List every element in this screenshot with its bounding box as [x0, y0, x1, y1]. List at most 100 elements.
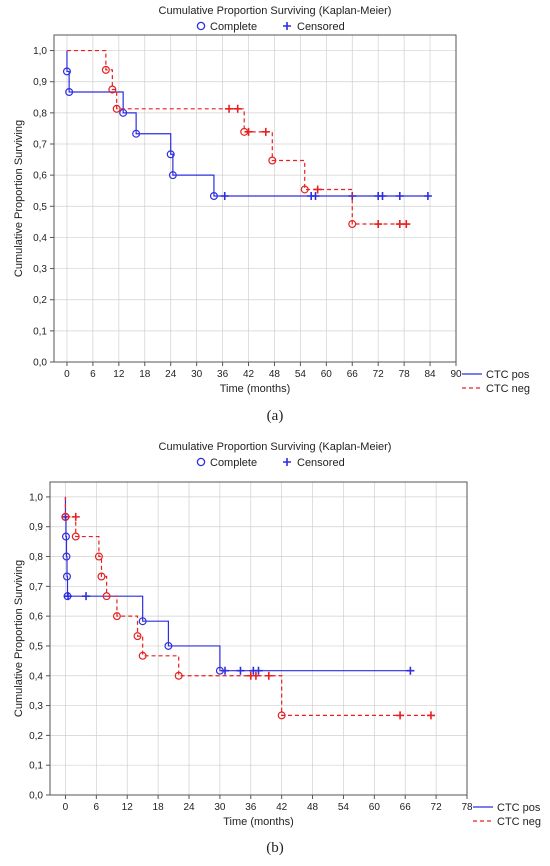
chart-b-series-neg-censored-point — [264, 671, 273, 680]
chart-a-x-tick-label: 42 — [243, 369, 255, 380]
chart-a-series-neg-event-point — [108, 85, 117, 94]
chart-b-x-tick-label: 36 — [245, 802, 257, 813]
chart-a-x-tick-label: 60 — [321, 369, 333, 380]
chart-b-y-tick-label: 0,1 — [29, 761, 43, 772]
chart-a-x-tick-label: 72 — [373, 369, 385, 380]
chart-b-legend-complete-marker — [196, 457, 206, 467]
chart-a-legend-complete-marker — [196, 21, 206, 31]
chart-a-y-axis-label: Cumulative Proportion Surviving — [13, 120, 25, 277]
chart-a-series-pos-event-point — [168, 171, 177, 180]
chart-b-y-axis-label: Cumulative Proportion Surviving — [13, 560, 25, 717]
chart-a-series-neg-censored-point — [402, 220, 411, 229]
chart-a-y-tick-label: 0,6 — [33, 171, 47, 182]
chart-b-legend-censored-marker — [283, 458, 291, 466]
chart-a-series-neg-event-point — [112, 104, 121, 113]
chart-a-legend-neg-label: CTC neg — [486, 383, 530, 395]
chart-b-x-tick-label: 78 — [461, 802, 473, 813]
chart-b-series-pos-event-point — [61, 532, 70, 541]
chart-b-series-neg-event-point — [102, 592, 111, 601]
chart-b-series-neg-event-point — [61, 512, 70, 521]
chart-a-series-pos-line — [66, 50, 431, 197]
chart-b-y-tick-label: 0,8 — [29, 552, 43, 563]
chart-a-series-pos-event-point — [132, 129, 141, 138]
chart-a-series-neg-line — [66, 49, 407, 225]
chart-b-series-pos-event-point — [62, 572, 71, 581]
chart-a-x-tick-label: 90 — [450, 369, 462, 380]
chart-b-series-pos-censored-point — [236, 666, 245, 675]
chart-a-x-tick-label: 48 — [269, 369, 281, 380]
chart-b-series-neg-event-point — [277, 711, 286, 720]
chart-b-plot-area — [49, 481, 468, 796]
chart-b-x-tick-label: 6 — [94, 802, 100, 813]
chart-b-series-neg-event-point — [138, 651, 147, 660]
chart-a-series-neg-event-point — [101, 65, 110, 74]
chart-a-x-tick-label: 0 — [64, 369, 70, 380]
chart-b-series-neg-event-point — [71, 532, 80, 541]
chart-b-series-pos-event-point — [138, 617, 147, 626]
chart-a-legend-complete-label: Complete — [210, 21, 257, 33]
chart-b-y-tick-label: 0,7 — [29, 582, 43, 593]
caption-a: (a) — [266, 408, 284, 424]
chart-b-series-pos-censored-point — [64, 592, 73, 601]
chart-b-x-tick-label: 42 — [276, 802, 288, 813]
chart-b-y-tick-label: 0,4 — [29, 671, 43, 682]
chart-a-y-tick-label: 0,1 — [33, 326, 47, 337]
chart-b-series-pos-event-point — [164, 641, 173, 650]
chart-b-x-tick-label: 48 — [307, 802, 319, 813]
chart-b-title: Cumulative Proportion Surviving (Kaplan-… — [159, 441, 392, 453]
chart-a-series-pos-event-point — [62, 67, 71, 76]
chart-b-series-pos-censored-point — [221, 666, 230, 675]
chart-a-y-tick-label: 0,0 — [33, 358, 47, 369]
chart-b-x-tick-label: 12 — [122, 802, 134, 813]
chart-a-series-neg-event-point — [268, 156, 277, 165]
chart-b-series-neg-line — [64, 496, 431, 717]
chart-b-x-tick-label: 0 — [63, 802, 69, 813]
chart-a-x-tick-label: 12 — [113, 369, 125, 380]
chart-b-series-neg-event-point — [112, 612, 121, 621]
chart-a-series-pos-censored-point — [423, 192, 432, 201]
chart-a-series-pos-event-point — [119, 108, 128, 117]
chart-b-y-tick-label: 0,2 — [29, 731, 43, 742]
chart-b-x-tick-label: 18 — [153, 802, 165, 813]
chart-b-x-tick-label: 60 — [369, 802, 381, 813]
chart-b-x-tick-label: 66 — [400, 802, 412, 813]
kaplan-meier-panel-b: Cumulative Proportion Surviving (Kaplan-… — [0, 436, 550, 866]
chart-b-legend-censored-label: Censored — [297, 457, 345, 469]
chart-a-series-neg-censored-point — [233, 104, 242, 113]
chart-a-x-tick-label: 36 — [217, 369, 229, 380]
chart-a-series-neg-censored-point — [261, 127, 270, 136]
chart-a-x-tick-label: 66 — [347, 369, 359, 380]
chart-a-y-tick-label: 0,7 — [33, 140, 47, 151]
chart-a-legend-censored-marker — [283, 22, 291, 30]
chart-a-x-tick-label: 78 — [399, 369, 411, 380]
chart-b-legend-complete-label: Complete — [210, 457, 257, 469]
chart-a-x-tick-label: 18 — [139, 369, 151, 380]
chart-b-y-tick-label: 0,9 — [29, 522, 43, 533]
chart-a-series-neg-event-point — [300, 185, 309, 194]
chart-b-x-tick-label: 24 — [183, 802, 195, 813]
chart-a-x-tick-label: 24 — [165, 369, 177, 380]
chart-b-series-neg-censored-point — [71, 512, 80, 521]
chart-b-series-pos-censored-point — [406, 666, 415, 675]
chart-a-series-pos-censored-point — [220, 192, 229, 201]
chart-a-y-tick-label: 0,9 — [33, 77, 47, 88]
chart-a-x-axis-label: Time (months) — [220, 383, 291, 395]
chart-b-x-tick-label: 72 — [431, 802, 443, 813]
chart-b-series-neg-event-point — [94, 552, 103, 561]
chart-a-y-tick-label: 0,2 — [33, 295, 47, 306]
chart-b-legend-pos-label: CTC pos — [497, 802, 541, 814]
chart-b-y-tick-label: 0,3 — [29, 701, 43, 712]
chart-b-series-neg-censored-point — [426, 711, 435, 720]
chart-b-svg: Cumulative Proportion Surviving (Kaplan-… — [13, 441, 541, 828]
chart-b-series-pos-censored-point — [254, 666, 263, 675]
caption-b: (b) — [266, 840, 284, 856]
chart-b-x-tick-label: 30 — [214, 802, 226, 813]
chart-a-series-pos-censored-point — [395, 192, 404, 201]
chart-a-series-pos-event-point — [65, 87, 74, 96]
chart-a-legend-pos-label: CTC pos — [486, 369, 530, 381]
chart-a-series-neg-censored-point — [313, 185, 322, 194]
chart-b-series-neg-event-point — [133, 632, 142, 641]
chart-a-title: Cumulative Proportion Surviving (Kaplan-… — [159, 5, 392, 17]
chart-b-series-pos-event-point — [62, 552, 71, 561]
chart-a-series-neg-censored-point — [244, 127, 253, 136]
